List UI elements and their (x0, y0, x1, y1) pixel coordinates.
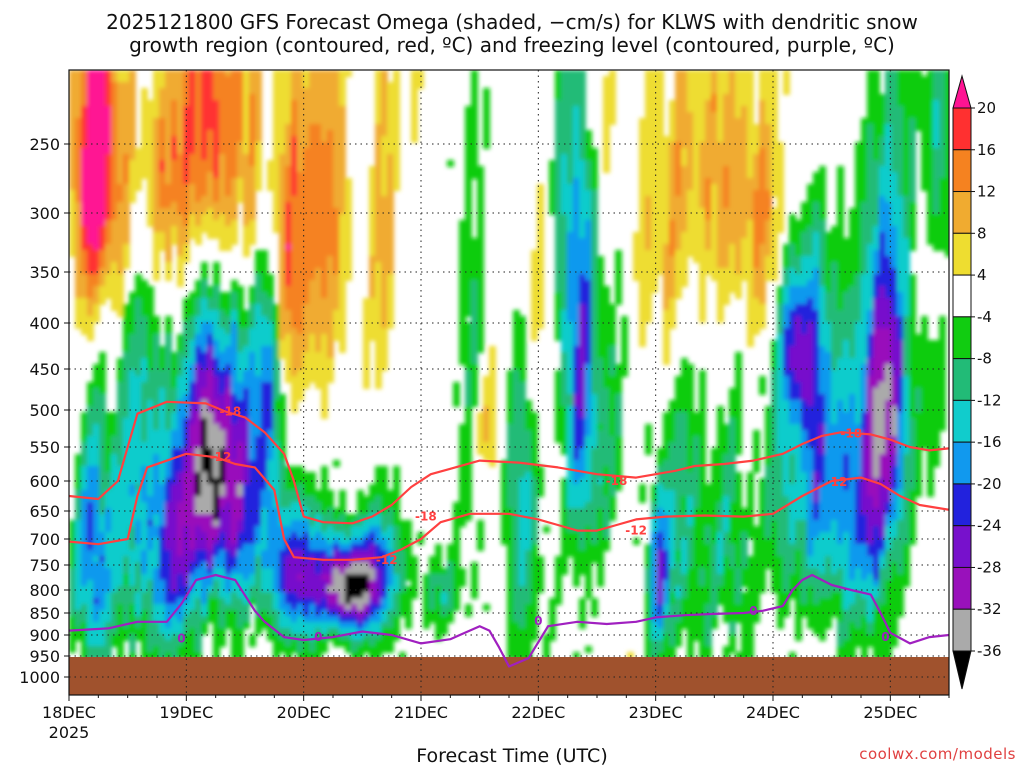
x-tick-label-25DEC: 25DEC (863, 703, 917, 722)
contour--12 (69, 452, 949, 561)
y-tick-label-800: 800 (29, 581, 60, 600)
x-axis-label: Forecast Time (UTC) (416, 745, 608, 767)
colorbar-swatch (952, 232, 972, 276)
colorbar-swatch (952, 149, 972, 193)
colorbar-swatch (952, 274, 972, 318)
contour--18 (69, 400, 949, 525)
colorbar-label: -36 (977, 642, 1002, 660)
contour-label: -18 (606, 474, 628, 488)
colorbar-label: -12 (977, 391, 1002, 409)
chart-title-line2: growth region (contoured, red, ºC) and f… (129, 33, 895, 57)
y-tick-label-250: 250 (29, 135, 60, 154)
x-tick-label-18DEC: 18DEC (42, 703, 96, 722)
colorbar-swatch (952, 566, 972, 610)
y-tick-label-950: 950 (29, 647, 60, 666)
colorbar-swatch (952, 107, 972, 151)
contour-label: -12 (625, 524, 647, 538)
y-tick-label-750: 750 (29, 556, 60, 575)
colorbar-label: -8 (977, 350, 992, 368)
colorbar-swatch (952, 525, 972, 568)
x-tick-label-24DEC: 24DEC (746, 703, 800, 722)
colorbar-label: -32 (977, 600, 1002, 618)
contour-label: -12 (210, 450, 232, 464)
colorbar-label: 16 (977, 141, 996, 159)
x-tick-label-22DEC: 22DEC (511, 703, 565, 722)
y-tick-label-1000: 1000 (19, 668, 60, 687)
colorbar-label: -28 (977, 558, 1002, 576)
y-tick-label-600: 600 (29, 472, 60, 491)
colorbar-label: -4 (977, 308, 992, 326)
colorbar-label: -16 (977, 433, 1002, 451)
y-tick-label-450: 450 (29, 360, 60, 379)
y-tick-label-650: 650 (29, 502, 60, 521)
contour-label: 0 (881, 630, 889, 644)
colorbar-swatch (952, 608, 972, 652)
grid-lines (68, 70, 949, 695)
credit-link[interactable]: coolwx.com/models (859, 745, 1016, 763)
colorbar-label: 20 (977, 99, 996, 117)
colorbar-swatch (952, 399, 972, 443)
y-tick-label-350: 350 (29, 263, 60, 282)
colorbar: 20 16 12 8 4 -4 -8 -12 -16 -20 -24 -28 -32 -36 (952, 74, 1002, 690)
contour-label: -12 (376, 553, 398, 567)
y-tick-label-400: 400 (29, 314, 60, 333)
y-tick-label-550: 550 (29, 438, 60, 457)
contour-label: -18 (840, 427, 862, 441)
x-tick-year: 2025 (49, 723, 90, 742)
colorbar-swatch (952, 191, 972, 234)
colorbar-label: 12 (977, 183, 996, 201)
colorbar-label: 4 (977, 266, 987, 284)
contour-label: -12 (826, 475, 848, 489)
y-tick-label-700: 700 (29, 530, 60, 549)
contour-label: 0 (314, 630, 322, 644)
contour-label: -18 (219, 404, 241, 418)
colorbar-swatch (952, 358, 972, 401)
colorbar-swatch (952, 650, 972, 690)
contour-label: 0 (534, 614, 542, 628)
omega-shading (69, 70, 949, 660)
x-tick-label-20DEC: 20DEC (277, 703, 331, 722)
y-tick-label-500: 500 (29, 401, 60, 420)
contour-label: 0 (749, 604, 757, 618)
x-tick-label-23DEC: 23DEC (629, 703, 683, 722)
colorbar-swatch (952, 316, 972, 360)
contour-0 (69, 573, 949, 668)
x-tick-label-21DEC: 21DEC (394, 703, 448, 722)
y-axis: 250 300 350 400 450 500 550 600 650 700 750 800 850 9… (19, 135, 69, 687)
colorbar-swatch (952, 441, 972, 485)
colorbar-label: -24 (977, 517, 1002, 535)
contour-label: 0 (177, 631, 185, 645)
colorbar-label: 8 (977, 224, 987, 242)
ground-terrain (69, 657, 949, 695)
x-tick-label-19DEC: 19DEC (159, 703, 213, 722)
colorbar-label: -20 (977, 475, 1002, 493)
colorbar-swatch (952, 483, 972, 527)
chart-title-line1: 2025121800 GFS Forecast Omega (shaded, −… (106, 10, 918, 34)
contour-label: -18 (415, 510, 437, 524)
y-tick-label-850: 850 (29, 604, 60, 623)
contour-layer: -18 -18 -18 -18 -12 -12 -12 -12 0 0 0 0 0 (69, 400, 949, 668)
y-tick-label-900: 900 (29, 626, 60, 645)
colorbar-swatch (952, 74, 972, 109)
y-tick-label-300: 300 (29, 204, 60, 223)
